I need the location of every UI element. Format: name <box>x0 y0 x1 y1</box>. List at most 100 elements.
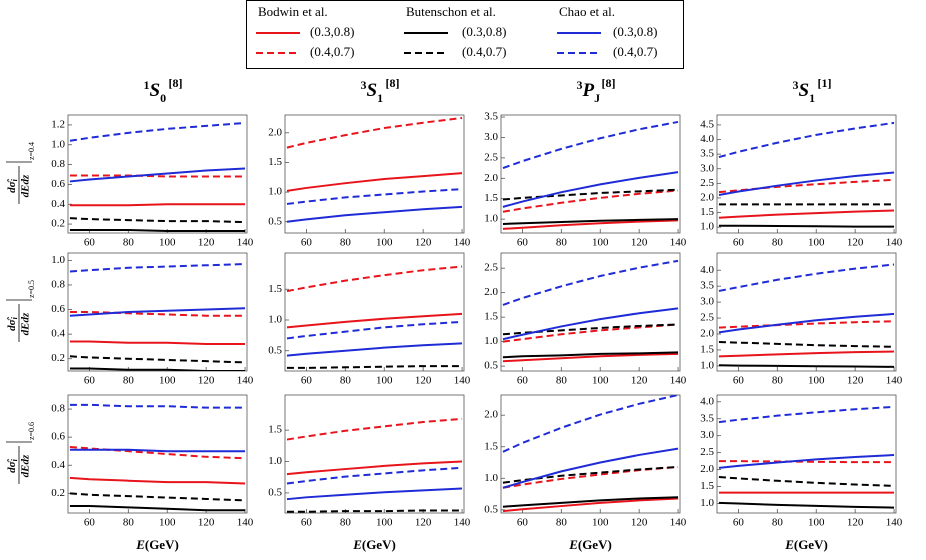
x-tick-label: 100 <box>592 375 609 387</box>
x-tick-label: 120 <box>198 237 215 249</box>
series-line <box>286 365 463 369</box>
y-tick-label: 0.6 <box>51 303 65 315</box>
legend-group-title: Butenschon et al. <box>406 4 496 19</box>
y-tick-label: 0.8 <box>51 158 65 170</box>
y-tick-label: 1.5 <box>700 206 714 218</box>
x-tick-label: 60 <box>301 237 313 249</box>
series-line <box>69 203 246 207</box>
series-line <box>502 496 679 508</box>
series-line <box>718 178 895 194</box>
series-line <box>286 320 463 340</box>
x-axis-var: E <box>352 537 362 552</box>
y-tick-label: 1.5 <box>700 480 714 492</box>
series-line <box>502 395 679 453</box>
x-tick-label: 120 <box>198 517 215 529</box>
legend-label: (0.3,0.8) <box>462 24 506 39</box>
x-axis-unit: (GeV) <box>794 537 828 552</box>
y-tick-label: 1.5 <box>268 424 282 436</box>
y-tick-label: 0.5 <box>268 344 282 356</box>
y-tick-label: 2.0 <box>700 191 714 203</box>
x-axis-label: E(GeV) <box>135 537 179 552</box>
series-line <box>69 263 246 273</box>
x-tick-label: 80 <box>772 517 784 529</box>
x-tick-label: 140 <box>454 237 471 249</box>
series-line <box>718 340 895 348</box>
y-tick-label: 4.0 <box>700 395 714 407</box>
series-line <box>718 460 895 464</box>
y-tick-label: 2.0 <box>700 463 714 475</box>
series-line <box>286 509 463 513</box>
series-line <box>502 307 679 341</box>
x-tick-label: 120 <box>847 517 864 529</box>
y-tick-label: 0.4 <box>51 459 65 471</box>
series-line <box>718 501 895 509</box>
x-tick-label: 140 <box>886 375 903 387</box>
x-tick-label: 100 <box>808 517 825 529</box>
y-tick-label: 2.5 <box>484 151 498 163</box>
x-tick-label: 140 <box>670 517 687 529</box>
y-tick-label: 3.0 <box>484 131 498 143</box>
title-pre: 1 <box>144 78 150 92</box>
x-tick-label: 100 <box>159 375 176 387</box>
y-tick-label: 1.0 <box>484 213 498 225</box>
title-main: S <box>150 80 161 101</box>
series-line <box>718 320 895 329</box>
column-title: 3S1[8] <box>361 76 400 105</box>
x-tick-label: 100 <box>376 375 393 387</box>
plot-frame <box>284 252 465 372</box>
series-line <box>718 350 895 358</box>
row-label-den: dEdz <box>20 454 32 477</box>
x-tick-label: 100 <box>808 375 825 387</box>
series-line <box>69 229 246 233</box>
row-label-den: dEdz <box>20 174 32 197</box>
y-tick-label: 1.5 <box>268 283 282 295</box>
x-tick-label: 80 <box>340 237 352 249</box>
y-tick-label: 0.2 <box>51 352 65 364</box>
x-tick-label: 80 <box>123 517 135 529</box>
row-label-num: dσ̂i <box>6 458 19 472</box>
series-line <box>286 172 463 192</box>
x-tick-label: 100 <box>159 517 176 529</box>
x-tick-label: 60 <box>84 375 96 387</box>
title-main: S <box>799 80 810 101</box>
y-tick-label: 3.5 <box>700 280 714 292</box>
title-sub: 1 <box>809 91 815 105</box>
x-tick-label: 60 <box>517 517 529 529</box>
x-tick-label: 140 <box>454 517 471 529</box>
x-tick-label: 140 <box>886 517 903 529</box>
series-line <box>69 403 246 409</box>
y-tick-label: 1.0 <box>268 314 282 326</box>
series-line <box>69 448 246 453</box>
x-tick-label: 120 <box>415 375 432 387</box>
series-line <box>718 312 895 334</box>
x-tick-label: 100 <box>376 517 393 529</box>
x-tick-label: 60 <box>84 517 96 529</box>
y-tick-label: 1.2 <box>51 118 65 130</box>
series-line <box>718 364 895 368</box>
plot-frame <box>67 252 248 372</box>
row-label-num: dσ̂i <box>6 316 19 330</box>
legend-label: (0.4,0.7) <box>310 44 354 59</box>
legend-label: (0.4,0.7) <box>462 44 506 59</box>
series-line <box>502 351 679 359</box>
plot-frame <box>500 252 681 372</box>
x-axis-label: E(GeV) <box>352 537 396 552</box>
column-title: 1S0[8] <box>144 76 183 105</box>
x-tick-label: 80 <box>556 237 568 249</box>
series-line <box>286 466 463 485</box>
y-tick-label: 4.5 <box>700 118 714 130</box>
y-tick-label: 2.5 <box>484 262 498 274</box>
y-tick-label: 2.5 <box>700 446 714 458</box>
y-tick-label: 0.2 <box>51 218 65 230</box>
x-tick-label: 120 <box>631 237 648 249</box>
row-label: dσ̂i dEdz z=0.4 <box>6 142 36 204</box>
series-line <box>502 497 679 513</box>
series-line <box>718 476 895 487</box>
x-tick-label: 100 <box>592 517 609 529</box>
row-label-num-main: dσ̂ <box>6 458 18 472</box>
series-line <box>69 174 246 178</box>
y-tick-label: 2.0 <box>484 286 498 298</box>
x-tick-label: 120 <box>415 237 432 249</box>
y-tick-label: 1.0 <box>700 497 714 509</box>
series-line <box>69 445 246 460</box>
